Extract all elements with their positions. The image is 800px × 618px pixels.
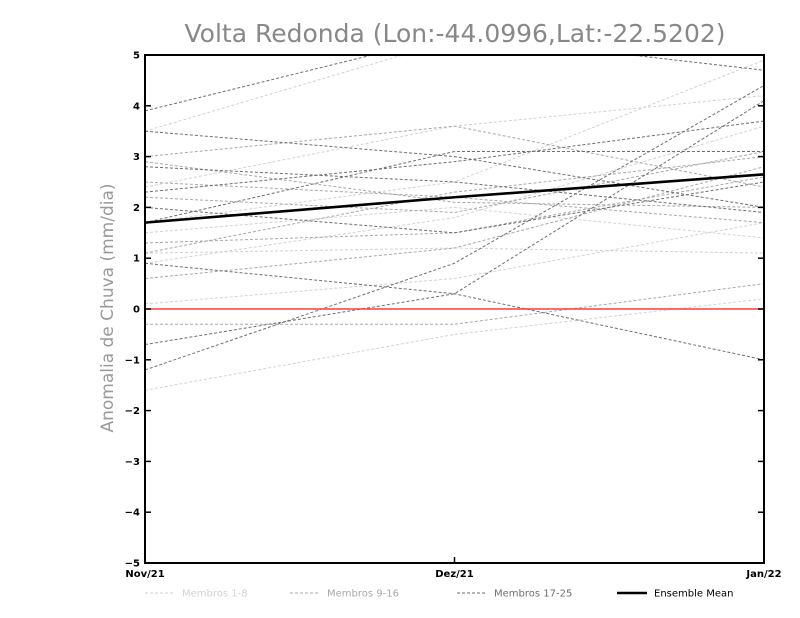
y-axis-label: Anomalia de Chuva (mm/dia) xyxy=(98,183,118,432)
y-tick-label: 3 xyxy=(133,152,140,163)
series-layer xyxy=(145,55,764,391)
series-line-member-8 xyxy=(145,125,764,264)
series-line-member-19 xyxy=(145,262,764,361)
series-line-member-20 xyxy=(145,55,764,112)
legend-label-2: Membros 9-16 xyxy=(327,589,399,600)
series-line-member-13 xyxy=(145,125,764,188)
y-tick-label: 0 xyxy=(133,305,140,316)
series-line-member-5 xyxy=(145,95,764,188)
legend-label-4: Ensemble Mean xyxy=(654,589,733,600)
plot-area: −5 −4 −3 −2 −1 0 1 2 3 4 5 Nov/21 Dez/21 Jan/22 xyxy=(125,51,782,581)
series-line-member-24 xyxy=(145,130,764,208)
x-tick-label: Jan/22 xyxy=(745,569,781,580)
series-line-member-21 xyxy=(145,120,764,193)
series-line-member-9 xyxy=(145,283,764,325)
y-tick-label: −5 xyxy=(125,559,140,570)
series-line-member-15 xyxy=(145,181,764,224)
series-line-member-23 xyxy=(145,181,764,234)
y-tick-label: 1 xyxy=(133,254,140,265)
x-tick-label: Dez/21 xyxy=(435,569,474,580)
series-line-member-16 xyxy=(145,166,764,280)
series-line-member-3 xyxy=(145,247,764,254)
series-line-member-25 xyxy=(145,151,764,224)
series-line-ensemble-mean xyxy=(145,173,764,224)
x-tick-label: Nov/21 xyxy=(125,569,164,580)
series-line-member-4 xyxy=(145,206,764,239)
series-line-member-1 xyxy=(145,298,764,391)
legend: Membros 1-8 Membros 9-16 Membros 17-25 Ense… xyxy=(145,589,733,600)
series-line-member-18 xyxy=(145,85,764,371)
series-line-member-17 xyxy=(145,100,764,346)
y-tick-label: −3 xyxy=(125,457,140,468)
y-tick-label: −1 xyxy=(125,355,140,366)
chart-title: Volta Redonda (Lon:-44.0996,Lat:-22.5202… xyxy=(184,19,725,48)
y-tick-label: 4 xyxy=(133,101,140,112)
series-line-member-2 xyxy=(145,222,764,305)
y-tick-label: 2 xyxy=(133,203,140,214)
series-line-member-6 xyxy=(145,59,764,224)
y-tick-label: 5 xyxy=(133,51,140,62)
series-line-member-12 xyxy=(145,161,764,208)
legend-label-1: Membros 1-8 xyxy=(182,589,248,600)
legend-label-3: Membros 17-25 xyxy=(494,589,572,600)
series-line-member-22 xyxy=(145,166,764,213)
y-tick-label: −4 xyxy=(125,508,140,519)
y-tick-label: −2 xyxy=(125,406,140,417)
series-line-member-11 xyxy=(145,151,764,213)
series-line-member-14 xyxy=(145,156,764,254)
series-line-member-7 xyxy=(145,55,405,132)
